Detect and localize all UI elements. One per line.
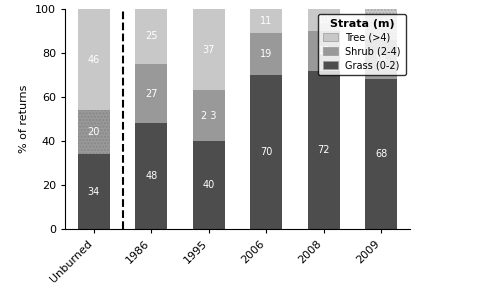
- Text: 40: 40: [202, 180, 215, 190]
- Bar: [366, 40, 397, 79]
- Text: 27: 27: [145, 89, 158, 99]
- Bar: [250, 9, 282, 33]
- Text: 34: 34: [88, 187, 100, 197]
- Text: 46: 46: [88, 54, 100, 65]
- Bar: [136, 123, 167, 229]
- Bar: [193, 91, 224, 141]
- Text: 10: 10: [318, 15, 330, 25]
- Text: 70: 70: [260, 147, 272, 157]
- Bar: [78, 9, 110, 110]
- Bar: [366, 9, 397, 40]
- Text: 72: 72: [318, 145, 330, 155]
- Bar: [136, 64, 167, 123]
- Text: 68: 68: [375, 149, 388, 159]
- Text: 14: 14: [375, 19, 388, 29]
- Text: 37: 37: [202, 45, 215, 55]
- Bar: [366, 79, 397, 229]
- Bar: [308, 9, 340, 31]
- Legend: Tree (>4), Shrub (2-4), Grass (0-2): Tree (>4), Shrub (2-4), Grass (0-2): [318, 14, 406, 75]
- Text: 11: 11: [260, 16, 272, 26]
- Text: 18: 18: [318, 46, 330, 56]
- Bar: [250, 33, 282, 75]
- Bar: [308, 71, 340, 229]
- Bar: [136, 9, 167, 64]
- Bar: [193, 141, 224, 229]
- Bar: [308, 31, 340, 71]
- Bar: [78, 154, 110, 229]
- Bar: [193, 9, 224, 91]
- Text: 2 3: 2 3: [201, 111, 216, 121]
- Text: 18: 18: [375, 54, 388, 65]
- Text: 48: 48: [145, 171, 158, 181]
- Y-axis label: % of returns: % of returns: [20, 85, 30, 153]
- Text: 19: 19: [260, 49, 272, 59]
- Bar: [78, 110, 110, 154]
- Text: 25: 25: [145, 31, 158, 41]
- Bar: [250, 75, 282, 229]
- Text: 20: 20: [88, 127, 100, 137]
